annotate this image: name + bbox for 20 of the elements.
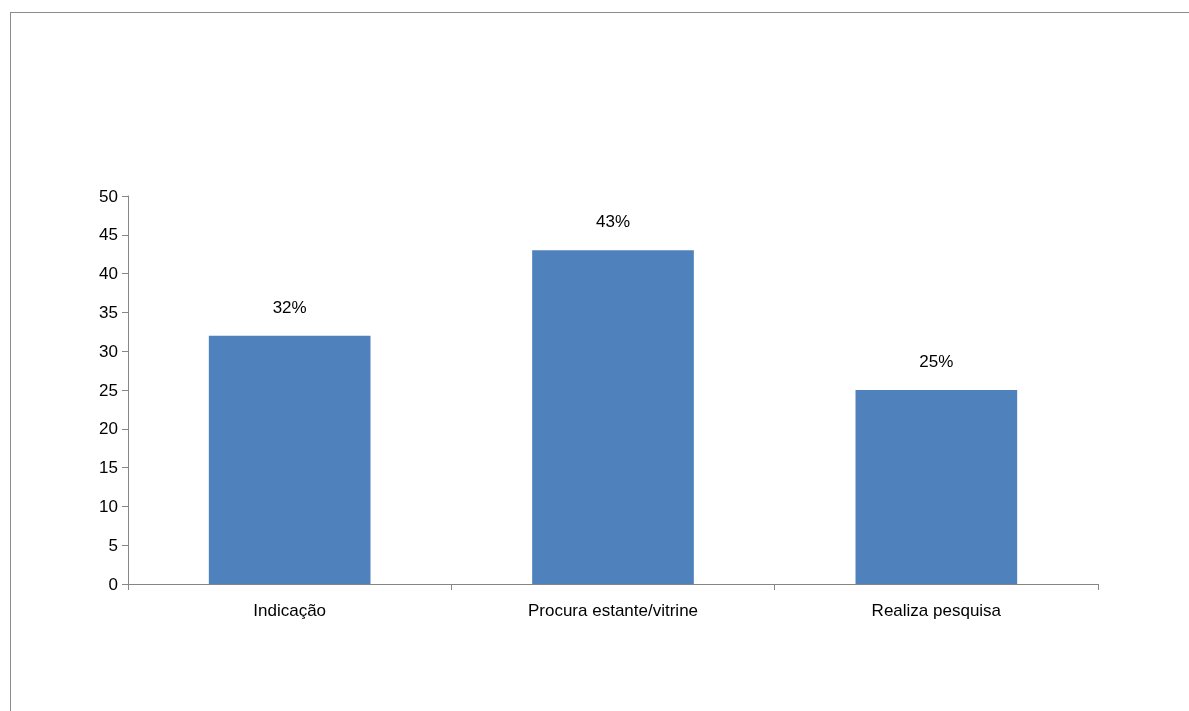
data-label: 25%: [919, 352, 954, 371]
y-tick-label: 15: [99, 458, 118, 478]
x-tick-label: Realiza pesquisa: [871, 601, 1002, 620]
y-tick-label: 35: [99, 302, 118, 322]
data-label: 32%: [272, 297, 307, 317]
y-tick-label: 5: [108, 535, 118, 555]
x-tick-label: Indicação: [253, 601, 327, 620]
bar: [855, 390, 1018, 584]
y-tick-label: 45: [99, 225, 118, 245]
x-tick-label: Procura estante/vitrine: [527, 601, 699, 620]
y-tick-label: 50: [99, 186, 118, 206]
y-tick-label: 20: [99, 419, 118, 439]
bar: [532, 250, 694, 584]
data-label: 43%: [595, 212, 631, 232]
y-tick-label: 30: [99, 341, 118, 361]
y-tick-label: 0: [108, 574, 118, 594]
y-tick-label: 40: [99, 264, 118, 284]
bar: [208, 335, 371, 584]
y-tick-label: 25: [99, 380, 118, 400]
y-tick-label: 10: [99, 496, 118, 516]
